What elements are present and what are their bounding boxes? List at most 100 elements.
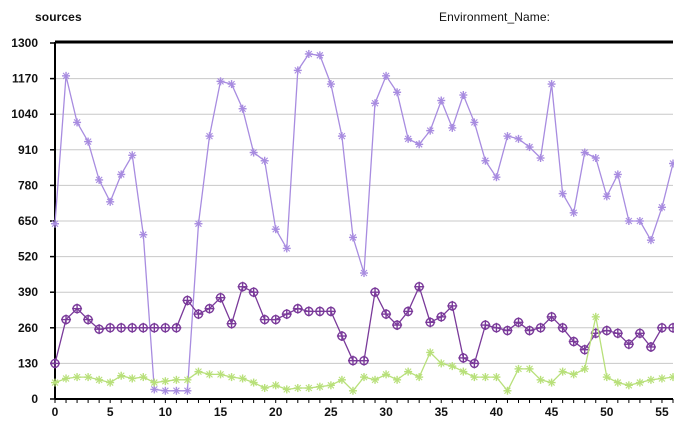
y-tick-label: 130 bbox=[18, 356, 38, 370]
point-star-d2 bbox=[294, 384, 302, 392]
point-star-d2 bbox=[504, 387, 511, 395]
data-point bbox=[558, 189, 567, 198]
point-star-d2 bbox=[426, 127, 434, 135]
data-point bbox=[393, 375, 402, 384]
data-point bbox=[415, 373, 424, 382]
point-star-d2 bbox=[382, 370, 390, 378]
data-point bbox=[634, 328, 645, 339]
point-star-d2 bbox=[349, 234, 357, 241]
data-point bbox=[150, 378, 159, 387]
data-point bbox=[569, 370, 578, 379]
data-point bbox=[414, 281, 425, 292]
data-point bbox=[371, 99, 380, 108]
data-point bbox=[436, 311, 447, 322]
y-tick-label: 1170 bbox=[12, 72, 38, 86]
data-point bbox=[293, 384, 302, 393]
y-tick-label: 520 bbox=[18, 250, 38, 264]
data-point bbox=[84, 373, 93, 382]
series-1 bbox=[51, 49, 674, 395]
data-point bbox=[84, 137, 93, 146]
data-point bbox=[50, 358, 60, 369]
data-point bbox=[525, 143, 534, 152]
data-point bbox=[371, 375, 380, 384]
y-tick-label: 1040 bbox=[11, 107, 38, 121]
data-point bbox=[470, 373, 479, 382]
data-point bbox=[503, 132, 512, 141]
point-star-d2 bbox=[261, 157, 269, 165]
data-point bbox=[226, 318, 237, 329]
data-point bbox=[161, 386, 170, 395]
data-point bbox=[360, 269, 368, 278]
data-point bbox=[437, 359, 446, 368]
data-point bbox=[282, 385, 291, 394]
point-star-d2 bbox=[669, 161, 674, 167]
data-point bbox=[558, 367, 567, 376]
data-point bbox=[61, 314, 72, 325]
x-tick-label: 45 bbox=[545, 405, 559, 419]
data-point bbox=[381, 309, 392, 320]
data-point bbox=[237, 281, 248, 292]
data-point bbox=[270, 314, 281, 325]
data-point bbox=[150, 385, 159, 394]
x-tick-label: 25 bbox=[324, 405, 338, 419]
data-point bbox=[656, 322, 667, 333]
point-star-d2 bbox=[526, 143, 533, 151]
point-star-d2 bbox=[338, 376, 346, 384]
data-point bbox=[271, 225, 280, 234]
x-tick-label: 50 bbox=[600, 405, 614, 419]
data-point bbox=[128, 374, 137, 383]
data-point bbox=[404, 367, 413, 376]
data-point bbox=[51, 378, 59, 387]
point-star-d2 bbox=[305, 384, 313, 392]
data-point bbox=[404, 134, 413, 143]
data-point bbox=[569, 208, 578, 217]
data-point bbox=[481, 156, 490, 165]
point-star-d2 bbox=[106, 198, 114, 206]
point-star-d2 bbox=[603, 192, 611, 200]
data-point bbox=[669, 159, 674, 168]
point-star-d2 bbox=[128, 375, 136, 382]
data-point bbox=[105, 322, 116, 333]
data-point bbox=[336, 331, 347, 342]
point-star-d2 bbox=[493, 173, 500, 181]
y-tick-label: 910 bbox=[18, 143, 38, 157]
point-star-d2 bbox=[73, 119, 81, 126]
axes bbox=[50, 40, 674, 403]
x-tick-label: 15 bbox=[214, 405, 228, 419]
data-point bbox=[194, 219, 203, 228]
data-point bbox=[315, 382, 324, 391]
data-point bbox=[448, 362, 457, 371]
x-tick-label: 20 bbox=[269, 405, 283, 419]
point-star-d2 bbox=[228, 80, 235, 88]
data-point bbox=[62, 71, 71, 80]
point-star-d2 bbox=[217, 370, 224, 378]
point-star-d2 bbox=[261, 384, 269, 392]
data-point bbox=[83, 314, 94, 325]
data-point bbox=[304, 49, 313, 58]
data-point bbox=[370, 287, 381, 298]
data-point bbox=[106, 197, 115, 206]
point-star-d2 bbox=[327, 381, 335, 389]
data-point bbox=[72, 303, 83, 314]
y-tick-label: 780 bbox=[18, 178, 38, 192]
point-star-d2 bbox=[570, 370, 578, 378]
data-point bbox=[347, 355, 358, 366]
data-point bbox=[392, 320, 403, 331]
x-tick-label: 30 bbox=[379, 405, 393, 419]
data-point bbox=[326, 80, 335, 89]
point-star-d2 bbox=[184, 387, 191, 395]
data-point bbox=[668, 322, 674, 333]
data-point bbox=[215, 292, 226, 303]
point-star-d2 bbox=[305, 50, 313, 58]
data-point bbox=[645, 341, 656, 352]
data-point bbox=[624, 217, 633, 225]
point-star-d2 bbox=[228, 373, 235, 381]
environment-name-label: Environment_Name: bbox=[439, 10, 551, 24]
data-point bbox=[646, 375, 655, 384]
data-point bbox=[95, 375, 104, 384]
point-star-d2 bbox=[173, 387, 180, 395]
data-point bbox=[139, 230, 148, 239]
data-point bbox=[492, 173, 501, 182]
data-point bbox=[669, 373, 674, 382]
